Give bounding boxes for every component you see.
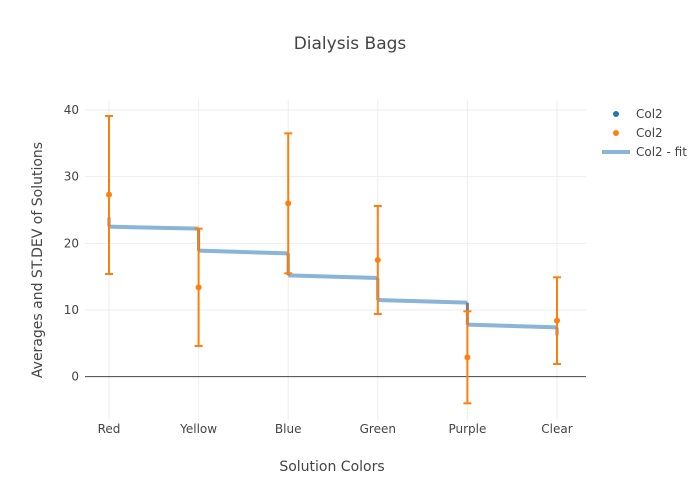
y-tick-label: 20: [64, 236, 79, 250]
fit-segment: [377, 298, 468, 305]
fit-segment: [108, 224, 199, 231]
legend[interactable]: Col2 Col2 Col2 - fit: [602, 107, 687, 159]
y-tick-label: 40: [64, 103, 79, 117]
chart-title: Dialysis Bags: [294, 34, 407, 54]
fit-series: [107, 217, 559, 336]
y-tick-labels: 0 10 20 30 40: [64, 103, 79, 384]
y-tick-label: 10: [64, 303, 79, 317]
data-point-blue: [285, 200, 292, 207]
legend-label: Col2: [636, 126, 663, 140]
data-points: [106, 191, 560, 361]
x-tick-label: Yellow: [179, 422, 217, 436]
legend-label: Col2 - fit: [636, 145, 687, 159]
gridlines: [85, 100, 586, 420]
y-tick-label: 0: [71, 370, 79, 384]
x-tick-labels: Red Yellow Blue Green Purple Clear: [98, 422, 573, 436]
x-axis-title: Solution Colors: [279, 459, 384, 475]
legend-item-col2-blue[interactable]: Col2: [613, 107, 663, 121]
x-tick-label: Blue: [275, 422, 302, 436]
fit-segment: [467, 322, 558, 330]
legend-label: Col2: [636, 107, 663, 121]
data-point-yellow: [195, 284, 202, 291]
x-tick-label: Red: [98, 422, 121, 436]
data-point-red: [106, 191, 112, 198]
y-axis-title: Averages and ST.DEV of Solutions: [30, 142, 46, 378]
fit-segment: [198, 248, 289, 256]
data-point-clear: [554, 317, 560, 324]
legend-marker-blue: [613, 111, 619, 117]
fit-segment: [288, 273, 378, 280]
legend-item-col2-fit[interactable]: Col2 - fit: [602, 145, 687, 159]
x-tick-label: Green: [360, 422, 396, 436]
y-tick-label: 30: [64, 170, 79, 184]
legend-marker-orange: [613, 130, 619, 136]
error-bars: [105, 115, 561, 405]
data-point-purple: [464, 354, 471, 361]
x-tick-label: Purple: [448, 422, 486, 436]
legend-item-col2-orange[interactable]: Col2: [613, 126, 663, 140]
x-tick-label: Clear: [541, 422, 572, 436]
data-point-green: [374, 257, 381, 263]
